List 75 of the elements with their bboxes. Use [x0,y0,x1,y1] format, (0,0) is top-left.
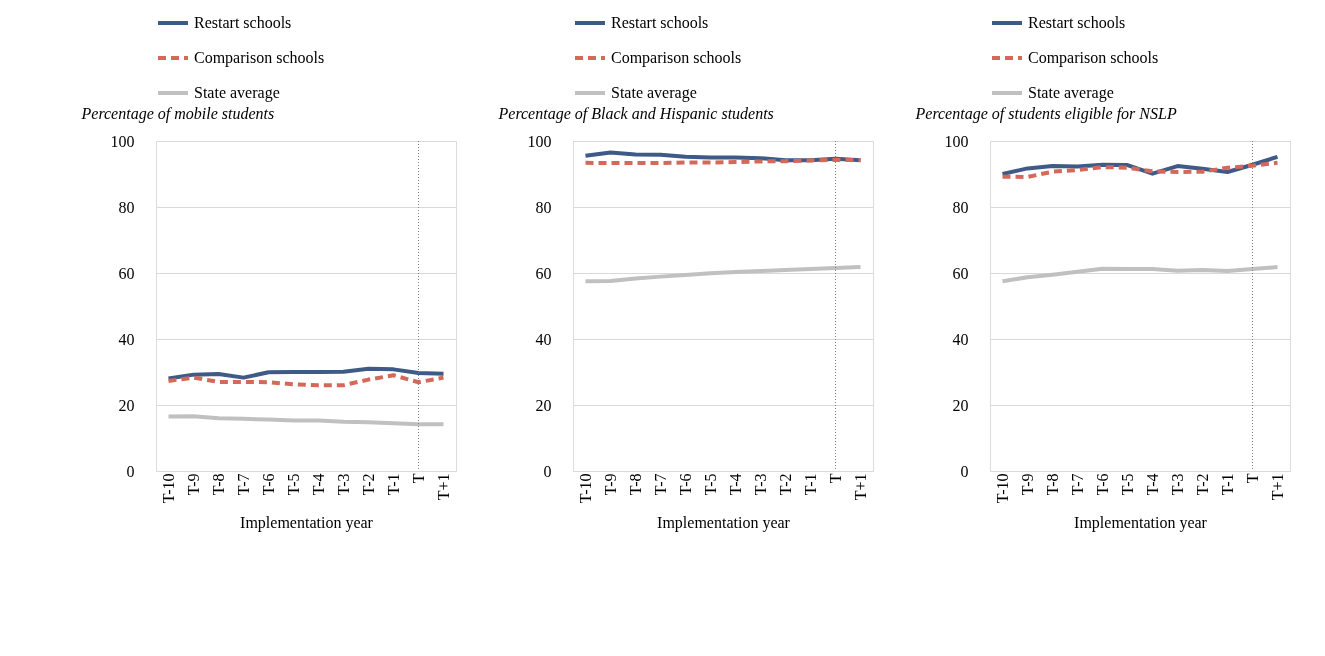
chart-title: Percentage of mobile students [80,104,275,123]
x-tick-label: T+1 [435,473,452,501]
x-tick-label: T-9 [602,473,619,496]
x-tick-label: T-4 [1144,473,1161,496]
x-tick-label: T-9 [185,473,202,496]
y-tick-label: 0 [960,462,969,480]
y-tick-label: 0 [126,462,135,480]
legend-label: Restart schools [1028,14,1126,31]
x-tick-label: T-7 [1069,473,1086,496]
line-series [1000,265,1280,284]
x-tick-label: T-2 [360,473,377,496]
line-series [166,366,446,381]
legend-label: Comparison schools [194,49,325,67]
y-tick-label: 80 [535,198,552,216]
x-tick-label: T-8 [210,473,227,496]
x-tick-label: T [827,473,844,484]
x-tick-label: T+1 [852,473,869,501]
legend-label: Restart schools [194,14,292,31]
y-tick-label: 60 [118,264,135,282]
y-tick-label: 80 [118,198,135,216]
y-tick-label: 60 [535,264,552,282]
y-tick-label: 100 [110,132,135,150]
y-tick-label: 40 [952,330,969,348]
x-tick-label: T-2 [1194,473,1211,496]
x-tick-label: T-10 [577,473,594,504]
line-series [583,265,863,284]
y-tick-label: 20 [535,396,552,414]
line-series [166,414,446,427]
x-tick-label: T-5 [702,473,719,496]
x-tick-label: T-9 [1019,473,1036,496]
y-tick-label: 100 [944,132,969,150]
y-tick-label: 100 [527,132,552,150]
x-tick-label: T-4 [310,473,327,496]
y-tick-label: 40 [535,330,552,348]
x-tick-label: T-10 [994,473,1011,504]
x-tick-label: T+1 [1269,473,1286,501]
line-series [166,373,446,388]
y-tick-label: 0 [543,462,552,480]
y-tick-label: 20 [118,396,135,414]
x-tick-label: T-1 [802,473,819,496]
y-tick-label: 40 [118,330,135,348]
x-tick-label: T-2 [777,473,794,496]
chart-title: Percentage of Black and Hispanic students [497,104,774,123]
x-tick-label: T-5 [1119,473,1136,496]
x-tick-label: T-3 [1169,473,1186,496]
legend-label: Comparison schools [611,49,742,67]
line-series [1000,160,1280,179]
x-tick-label: T-7 [652,473,669,496]
y-tick-label: 60 [952,264,969,282]
x-tick-label: T-10 [160,473,177,504]
x-tick-label: T [410,473,427,484]
x-tick-label: T-8 [627,473,644,496]
x-tick-label: T-3 [752,473,769,496]
x-tick-label: T [1244,473,1261,484]
x-tick-label: T-1 [1219,473,1236,496]
chart-title: Percentage of students eligible for NSLP [914,104,1177,123]
x-tick-label: T-6 [1094,473,1111,496]
x-tick-label: T-8 [1044,473,1061,496]
x-axis-title: Implementation year [240,514,374,533]
x-tick-label: T-4 [727,473,744,496]
x-axis-title: Implementation year [657,514,791,533]
x-tick-label: T-6 [677,473,694,496]
legend-label: Comparison schools [1028,49,1159,67]
legend-label: State average [1028,84,1114,102]
x-tick-label: T-1 [385,473,402,496]
legend-label: State average [611,84,697,102]
legend-label: State average [194,84,280,102]
legend-label: Restart schools [611,14,709,31]
y-tick-label: 80 [952,198,969,216]
y-tick-label: 20 [952,396,969,414]
x-axis-title: Implementation year [1074,514,1208,533]
x-tick-label: T-6 [260,473,277,496]
x-tick-label: T-5 [285,473,302,496]
x-tick-label: T-7 [235,473,252,496]
x-tick-label: T-3 [335,473,352,496]
